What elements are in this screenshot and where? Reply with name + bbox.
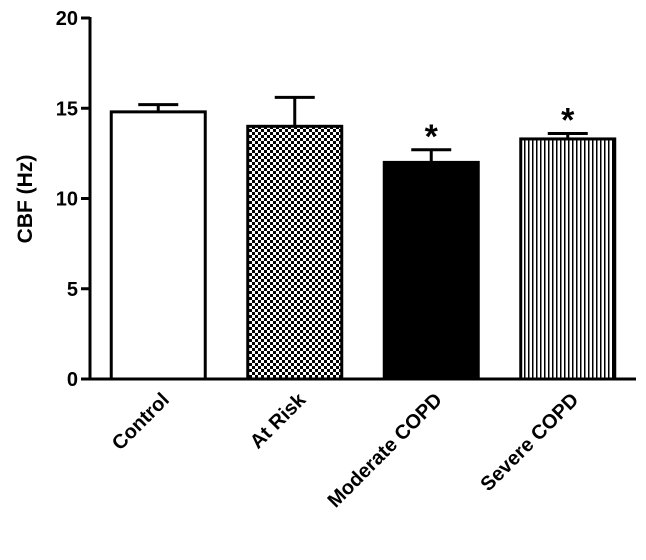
y-tick-label: 0	[67, 369, 78, 391]
error-bar	[547, 132, 588, 139]
bar	[246, 124, 344, 381]
error-bar	[411, 148, 452, 163]
y-tick-label: 15	[56, 98, 78, 120]
bar	[109, 110, 207, 381]
bar	[382, 160, 480, 381]
error-bar	[274, 95, 315, 127]
significance-marker: *	[561, 102, 575, 140]
y-tick-label: 10	[56, 189, 78, 211]
error-bar	[138, 103, 179, 112]
x-tick-label: Moderate COPD	[324, 389, 447, 512]
y-axis-label: CBF (Hz)	[14, 155, 37, 244]
y-tick-label: 5	[67, 279, 78, 301]
x-tick-label: Control	[108, 389, 174, 455]
significance-marker: *	[425, 118, 439, 156]
bar	[519, 137, 617, 381]
x-tick-label: At Risk	[246, 388, 311, 453]
y-tick-label: 20	[56, 8, 78, 30]
x-tick-label: Severe COPD	[477, 389, 584, 496]
